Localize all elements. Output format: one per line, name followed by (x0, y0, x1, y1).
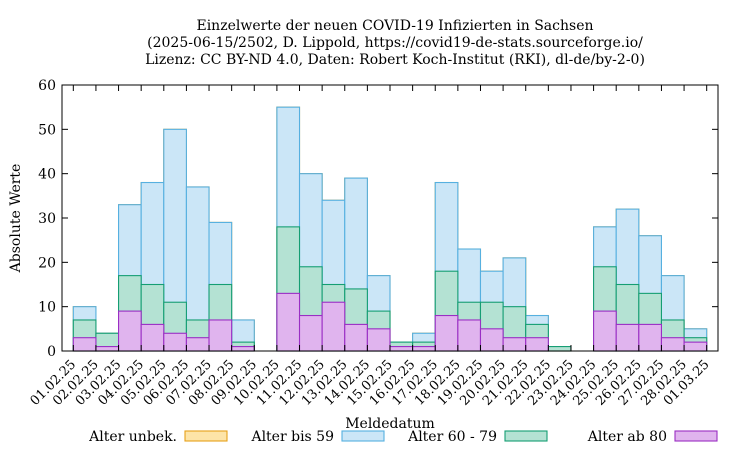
bar-alter-ab-80-28.02.25 (683, 341, 708, 352)
bar-alter-60-79-22.02.25 (547, 346, 572, 352)
chart-subtitle-2: Lizenz: CC BY-ND 4.0, Daten: Robert Koch… (145, 52, 645, 68)
bar-alter-ab-80-12.02.25 (321, 301, 346, 352)
legend-label: Alter unbek. (88, 429, 177, 445)
bar-alter-ab-80-01.02.25 (72, 337, 97, 352)
legend: Alter unbek. Alter bis 59 Alter 60 - 79 Alt… (88, 429, 718, 445)
bar-alter-ab-80-14.02.25 (366, 328, 391, 352)
bar-alter-ab-80-02.02.25 (95, 346, 120, 352)
y-tick-label: 10 (38, 300, 56, 316)
chart-subtitle-1: (2025-06-15/2502, D. Lippold, https://co… (147, 35, 643, 51)
bar-alter-ab-80-05.02.25 (163, 332, 187, 352)
bar-alter-ab-80-11.02.25 (298, 314, 323, 352)
bar-alter-ab-80-15.02.25 (389, 346, 414, 352)
bar-alter-ab-80-26.02.25 (638, 323, 663, 352)
y-tick-label: 0 (47, 344, 56, 360)
bar-alter-ab-80-21.02.25 (525, 337, 549, 352)
legend-swatch (674, 430, 718, 442)
bar-alter-ab-80-24.02.25 (593, 310, 617, 352)
legend-label: Alter ab 80 (587, 429, 667, 445)
y-axis-label: Absolute Werte (8, 164, 24, 274)
plot-area (72, 106, 708, 352)
bar-alter-ab-80-27.02.25 (660, 337, 685, 352)
legend-label: Alter 60 - 79 (407, 429, 497, 445)
legend-swatch (341, 430, 385, 442)
y-tick-label: 20 (38, 255, 56, 271)
tick-labels: 010203040506001.02.2502.02.2503.02.2504.… (28, 78, 713, 409)
bar-alter-ab-80-08.02.25 (231, 346, 255, 352)
legend-swatch (504, 430, 548, 442)
bar-alter-ab-80-03.02.25 (118, 310, 142, 352)
bar-alter-ab-80-10.02.25 (276, 292, 301, 352)
legend-swatch (184, 430, 228, 442)
bar-alter-ab-80-06.02.25 (185, 337, 210, 352)
legend-label: Alter bis 59 (250, 429, 334, 445)
bar-alter-ab-80-16.02.25 (412, 346, 436, 352)
bar-alter-ab-80-25.02.25 (615, 323, 640, 352)
bar-alter-ab-80-18.02.25 (457, 319, 482, 352)
bar-alter-ab-80-19.02.25 (479, 328, 504, 352)
x-axis-label: Meldedatum (345, 416, 435, 432)
bar-alter-ab-80-13.02.25 (344, 323, 368, 352)
bar-alter-ab-80-20.02.25 (502, 337, 527, 352)
bar-alter-ab-80-04.02.25 (140, 323, 165, 352)
bar-alter-ab-80-07.02.25 (208, 319, 233, 352)
y-tick-label: 30 (38, 211, 56, 227)
chart-title: Einzelwerte der neuen COVID-19 Infiziert… (196, 18, 593, 34)
axes (61, 84, 719, 352)
y-tick-label: 40 (38, 167, 56, 183)
y-tick-label: 50 (38, 122, 56, 138)
y-tick-label: 60 (38, 78, 56, 94)
bar-alter-ab-80-17.02.25 (434, 314, 459, 352)
